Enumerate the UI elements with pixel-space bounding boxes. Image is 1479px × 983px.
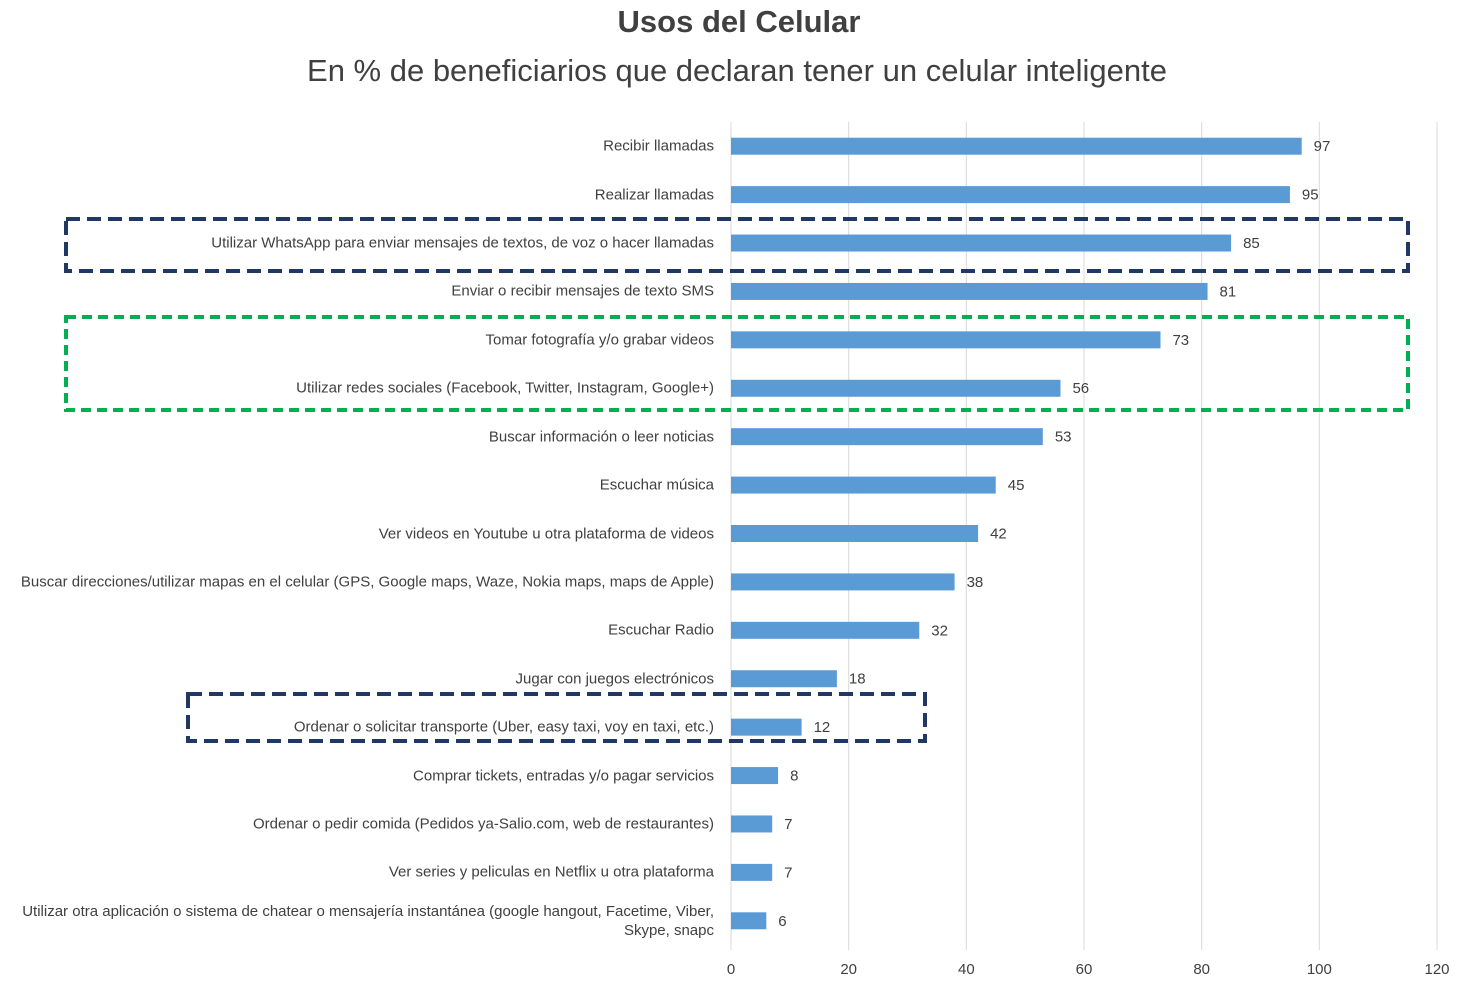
highlight-box [64,217,1410,273]
bar [731,234,1232,252]
highlight-box [64,315,1410,412]
bar [731,428,1043,446]
category-label: Buscar direcciones/utilizar mapas en el … [20,573,714,591]
data-label: 7 [784,816,792,833]
category-label: Ver videos en Youtube u otra plataforma … [378,525,714,542]
category-label: Enviar o recibir mensajes de texto SMS [451,282,714,300]
data-label: 73 [1172,332,1189,349]
x-tick-label: 100 [1307,961,1332,978]
bar [731,718,802,736]
category-label: Ordenar o solicitar transporte (Uber, ea… [293,718,714,736]
bar [731,863,773,881]
bar [731,573,955,591]
x-tick-label: 0 [727,961,735,978]
data-label: 8 [790,768,798,785]
category-label: Ver series y peliculas en Netflix u otra… [388,863,714,881]
category-label: Jugar con juegos electrónicos [515,670,714,688]
data-label: 7 [784,864,792,881]
data-label: 18 [849,671,866,688]
x-tick-label: 120 [1424,961,1449,978]
data-label: 85 [1243,235,1260,252]
bar [731,476,996,494]
data-label: 95 [1302,187,1319,204]
category-label: Utilizar redes sociales (Facebook, Twitt… [296,379,714,397]
category-label: Tomar fotografía y/o grabar videos [485,331,714,349]
data-label: 81 [1220,283,1237,300]
bar [731,767,779,785]
category-label: Recibir llamadas [603,137,714,155]
category-label: Escuchar música [599,476,714,494]
grid: 0 20 40 60 80 100 120 [727,122,1450,978]
category-label: Realizar llamadas [594,186,714,204]
category-label: Comprar tickets, entradas y/o pagar serv… [413,767,714,785]
data-label: 6 [778,913,786,930]
data-label: 45 [1008,477,1025,494]
bar [731,670,837,688]
data-label: 12 [814,719,831,736]
chart-title: Usos del Celular [618,4,861,39]
data-label: 38 [967,574,984,591]
data-label: 32 [931,622,948,639]
category-label: Ordenar o pedir comida (Pedidos ya-Salio… [252,815,714,833]
x-tick-label: 60 [1076,961,1093,978]
bar [731,912,767,930]
data-label: 97 [1314,138,1331,155]
data-label: 53 [1055,429,1072,446]
highlight-box [186,692,927,743]
category-label: Utilizar WhatsApp para enviar mensajes d… [211,234,714,252]
category-label: Utilizar otra aplicación o sistema de ch… [22,902,714,939]
category-label: Buscar información o leer noticias [488,428,714,446]
data-label: 42 [990,525,1007,542]
x-tick-label: 20 [840,961,857,978]
bar [731,137,1302,155]
bar [731,621,920,639]
bar [731,282,1208,300]
category-label: Escuchar Radio [608,621,714,639]
bar [731,525,979,542]
x-tick-label: 80 [1193,961,1210,978]
bar [731,331,1161,349]
bar [731,379,1061,397]
chart-subtitle: En % de beneficiarios que declaran tener… [307,53,1167,88]
data-label: 56 [1072,380,1089,397]
bar [731,186,1290,204]
bar [731,815,773,833]
x-tick-label: 40 [958,961,975,978]
bars: 97 95 85 81 73 56 53 45 42 38 32 18 12 8 7 7 6 [731,137,1331,930]
